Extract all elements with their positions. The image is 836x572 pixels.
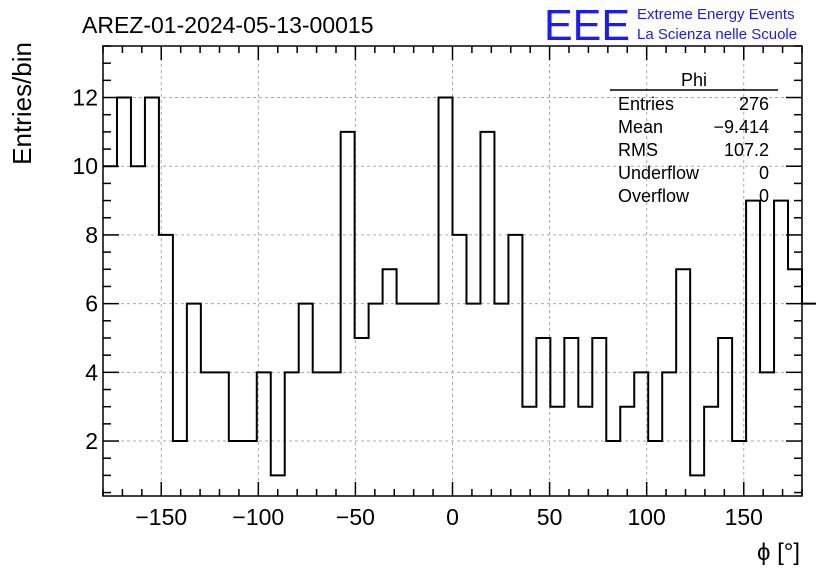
histogram-bin: [313, 372, 327, 496]
histogram-bin: [257, 372, 271, 496]
histogram-bin: [229, 441, 243, 496]
x-axis-label: ϕ [°]: [757, 539, 800, 566]
histogram-bin: [592, 338, 606, 496]
histogram-bin: [425, 304, 439, 496]
histogram-bin: [201, 372, 215, 496]
histogram-bin: [466, 304, 480, 496]
histogram-bin: [439, 98, 453, 496]
stats-value-entries: 276: [739, 94, 769, 114]
y-tick-label: 4: [85, 359, 98, 385]
stats-box: Phi Entries 276 Mean −9.414 RMS 107.2 Un…: [610, 70, 778, 206]
stats-value-overflow: 0: [759, 186, 769, 206]
axis-ticks: [102, 45, 803, 496]
histogram-bin: [285, 372, 299, 496]
histogram-bin: [522, 407, 536, 496]
x-tick-label: −100: [232, 504, 284, 530]
histogram-bin: [606, 441, 620, 496]
x-tick-labels: −150 −100 −50 0 50 100 150: [135, 504, 763, 530]
histogram-bin: [620, 407, 634, 496]
stats-value-rms: 107.2: [724, 140, 769, 160]
histogram-bin: [578, 407, 592, 496]
stats-title: Phi: [681, 70, 707, 90]
x-tick-label: 50: [537, 504, 563, 530]
histogram-bin: [397, 304, 411, 496]
histogram-bin: [760, 372, 774, 496]
y-tick-label: 6: [85, 291, 98, 317]
histogram-bin: [243, 441, 257, 496]
histogram-bin: [508, 235, 522, 496]
histogram-bin: [187, 304, 201, 496]
stats-label-rms: RMS: [618, 140, 658, 160]
histogram-bin: [746, 201, 760, 496]
y-tick-label: 12: [72, 85, 98, 111]
x-tick-label: −50: [336, 504, 375, 530]
run-title: AREZ-01-2024-05-13-00015: [82, 12, 374, 38]
histogram-bin: [327, 372, 341, 496]
logo-line-1: Extreme Energy Events: [637, 6, 795, 23]
histogram-bin: [718, 338, 732, 496]
x-tick-label: 0: [446, 504, 459, 530]
histogram-bin: [411, 304, 425, 496]
histogram-bin: [299, 304, 313, 496]
histogram-line: [103, 96, 816, 477]
histogram-bin: [648, 441, 662, 496]
histogram-bin: [704, 407, 718, 496]
y-tick-labels: 2 4 6 8 10 12: [72, 85, 98, 455]
histogram-bin: [117, 98, 131, 496]
histogram-bin: [131, 166, 145, 496]
histogram-bin: [215, 372, 229, 496]
histogram-bin: [453, 235, 467, 496]
x-tick-label: −150: [135, 504, 187, 530]
histogram-bin: [550, 407, 564, 496]
histogram-bin: [145, 98, 159, 496]
stats-label-underflow: Underflow: [618, 163, 700, 183]
y-tick-label: 2: [85, 428, 98, 454]
eee-logo: EEE: [544, 1, 630, 50]
logo-line-2: La Scienza nelle Scuole: [637, 26, 797, 43]
histogram-bin: [341, 132, 355, 496]
histogram-bin: [802, 304, 816, 496]
stats-label-entries: Entries: [618, 94, 674, 114]
y-axis-label: Entries/bin: [7, 42, 37, 165]
histogram-bin: [355, 338, 369, 496]
x-tick-label: 100: [627, 504, 665, 530]
y-tick-label: 8: [85, 222, 98, 248]
histogram-bin: [676, 269, 690, 496]
histogram-bin: [634, 372, 648, 496]
histogram-bin: [536, 338, 550, 496]
x-tick-label: 150: [725, 504, 763, 530]
histogram-bin: [662, 372, 676, 496]
histogram-bin: [690, 475, 704, 496]
stats-label-mean: Mean: [618, 117, 663, 137]
histogram-bin: [774, 201, 788, 496]
histogram-bin: [173, 441, 187, 496]
histogram-bin: [103, 166, 117, 496]
histogram-bin: [383, 269, 397, 496]
stats-label-overflow: Overflow: [618, 186, 690, 206]
y-tick-label: 10: [72, 153, 98, 179]
stats-value-underflow: 0: [759, 163, 769, 183]
histogram-bin: [494, 304, 508, 496]
histogram-bin: [564, 338, 578, 496]
histogram-bin: [369, 304, 383, 496]
histogram-bins: [103, 98, 816, 496]
stats-value-mean: −9.414: [713, 117, 769, 137]
